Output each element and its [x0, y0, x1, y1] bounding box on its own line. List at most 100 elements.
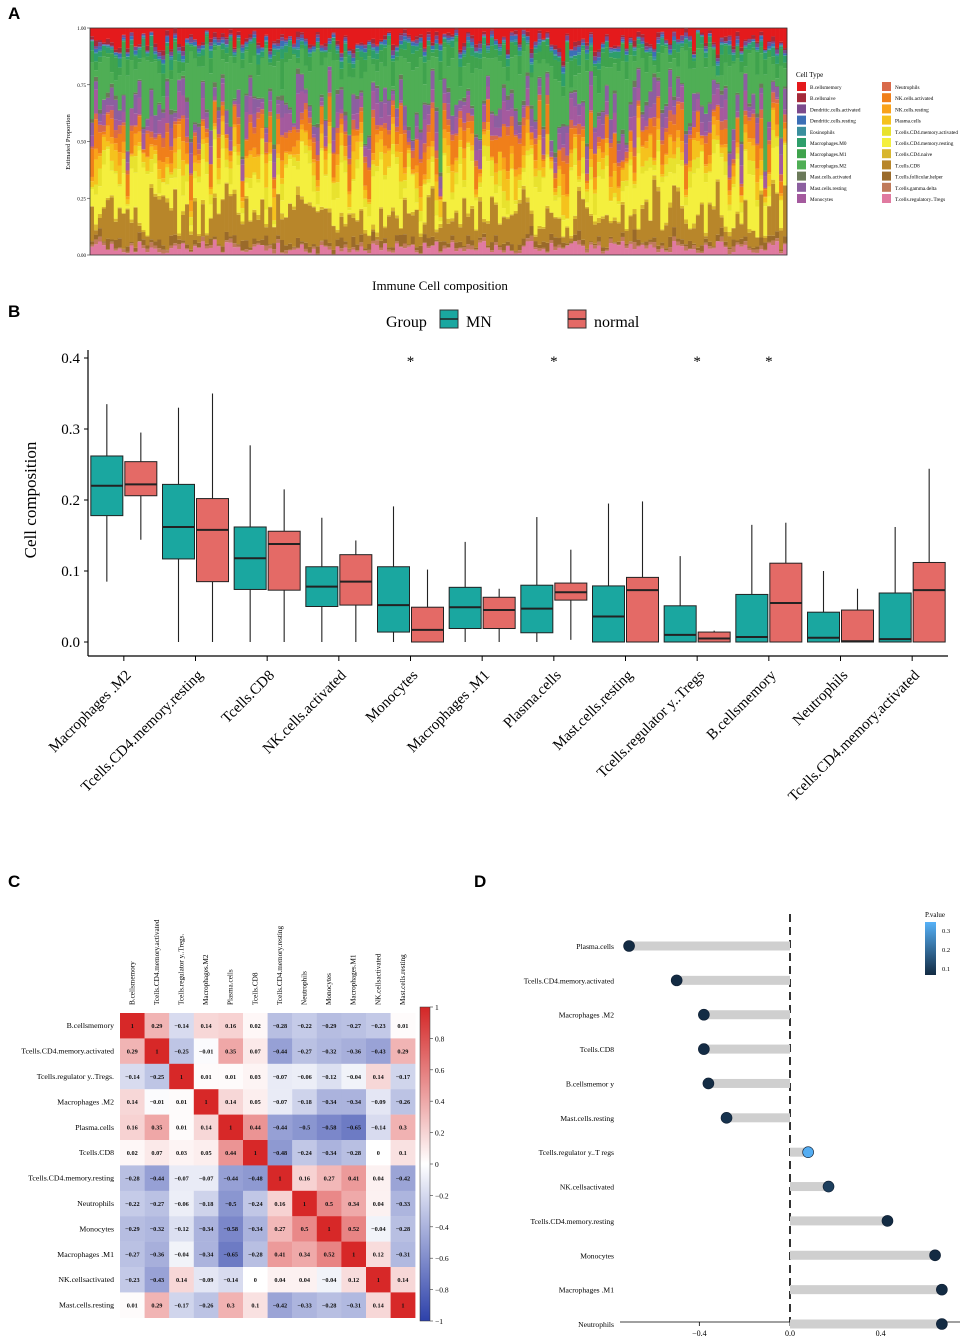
stacked-segment — [533, 45, 538, 47]
stacked-segment — [240, 159, 245, 165]
stacked-segment — [731, 46, 736, 50]
stacked-segment — [303, 132, 309, 146]
stacked-segment — [414, 165, 419, 173]
stacked-segment — [588, 28, 594, 33]
stacked-segment — [684, 250, 689, 255]
stacked-segment — [482, 233, 487, 238]
stacked-segment — [359, 92, 364, 97]
stacked-segment — [288, 154, 293, 156]
cell-value: −0.25 — [174, 1048, 189, 1055]
stacked-segment — [418, 34, 423, 38]
stacked-segment — [343, 120, 348, 132]
stacked-segment — [256, 244, 261, 255]
stacked-segment — [596, 176, 602, 218]
stacked-segment — [505, 126, 511, 136]
stacked-segment — [561, 67, 566, 73]
stacked-segment — [470, 161, 475, 206]
stacked-segment — [588, 32, 594, 35]
stacked-segment — [438, 176, 443, 189]
stacked-segment — [177, 137, 182, 150]
stacked-segment — [299, 119, 305, 125]
stacked-segment — [204, 248, 210, 255]
stacked-segment — [394, 117, 400, 127]
stacked-segment — [466, 235, 471, 245]
stacked-segment — [446, 173, 451, 219]
stacked-segment — [600, 47, 606, 49]
stacked-segment — [553, 49, 558, 55]
stacked-segment — [145, 170, 150, 175]
colorbar-tick-label: 0.8 — [435, 1034, 445, 1043]
stacked-segment — [442, 42, 447, 48]
stacked-segment — [640, 130, 645, 132]
stacked-segment — [648, 46, 653, 49]
stacked-segment — [228, 35, 233, 36]
stacked-segment — [125, 196, 130, 200]
stacked-segment — [291, 125, 297, 127]
stacked-segment — [204, 30, 210, 31]
stacked-segment — [735, 28, 740, 32]
stacked-segment — [216, 107, 221, 111]
stacked-segment — [664, 44, 669, 47]
stacked-segment — [505, 200, 511, 215]
stacked-segment — [157, 50, 162, 53]
stacked-segment — [129, 156, 134, 169]
stacked-segment — [731, 163, 736, 166]
stacked-segment — [474, 250, 479, 255]
stacked-segment — [711, 153, 717, 207]
stacked-segment — [418, 132, 423, 140]
stacked-segment — [351, 61, 356, 64]
stacked-segment — [284, 45, 289, 53]
stacked-segment — [482, 156, 487, 219]
stacked-segment — [454, 135, 459, 158]
stacked-segment — [652, 242, 657, 248]
stacked-segment — [379, 125, 384, 127]
category-label: Monocytes — [580, 1251, 614, 1260]
stacked-segment — [541, 40, 546, 42]
stacked-segment — [319, 50, 324, 52]
heatmap-cell — [390, 1267, 416, 1293]
stacked-segment — [505, 217, 511, 220]
stacked-segment — [569, 57, 574, 61]
cell-value: 0.41 — [274, 1252, 285, 1259]
stacked-segment — [450, 37, 455, 40]
stacked-segment — [719, 75, 724, 91]
stacked-segment — [371, 240, 376, 244]
stacked-segment — [295, 49, 301, 58]
stacked-segment — [624, 231, 629, 244]
stacked-segment — [529, 210, 534, 215]
heatmap-cell — [169, 1165, 194, 1191]
stacked-segment — [212, 32, 218, 38]
stacked-segment — [747, 38, 752, 40]
box-MN — [592, 585, 625, 643]
stacked-segment — [505, 214, 511, 218]
stacked-segment — [121, 173, 126, 214]
stacked-segment — [668, 134, 673, 138]
stacked-segment — [541, 241, 546, 248]
stacked-segment — [141, 248, 146, 255]
stacked-segment — [295, 47, 301, 50]
stacked-segment — [181, 211, 186, 215]
stacked-segment — [755, 74, 760, 114]
stacked-segment — [640, 145, 645, 148]
stacked-segment — [394, 50, 400, 52]
y-tick-label: 0.75 — [77, 84, 86, 89]
stacked-segment — [169, 60, 174, 71]
stacked-segment — [351, 236, 356, 248]
stacked-segment — [600, 178, 606, 217]
stacked-segment — [406, 126, 412, 131]
stacked-segment — [422, 28, 427, 48]
cell-value: 0.04 — [373, 1175, 385, 1182]
stacked-segment — [181, 55, 186, 60]
stacked-segment — [288, 38, 293, 41]
stacked-segment — [640, 173, 645, 205]
stacked-segment — [410, 150, 416, 158]
stacked-segment — [616, 46, 621, 49]
stacked-segment — [228, 161, 233, 169]
stacked-segment — [767, 174, 772, 187]
stacked-segment — [165, 42, 170, 47]
heatmap-cell — [218, 1165, 244, 1191]
heatmap-cell — [292, 1114, 317, 1141]
cell-value: 1 — [180, 1074, 183, 1081]
stacked-segment — [383, 243, 388, 255]
stacked-segment — [505, 99, 511, 111]
